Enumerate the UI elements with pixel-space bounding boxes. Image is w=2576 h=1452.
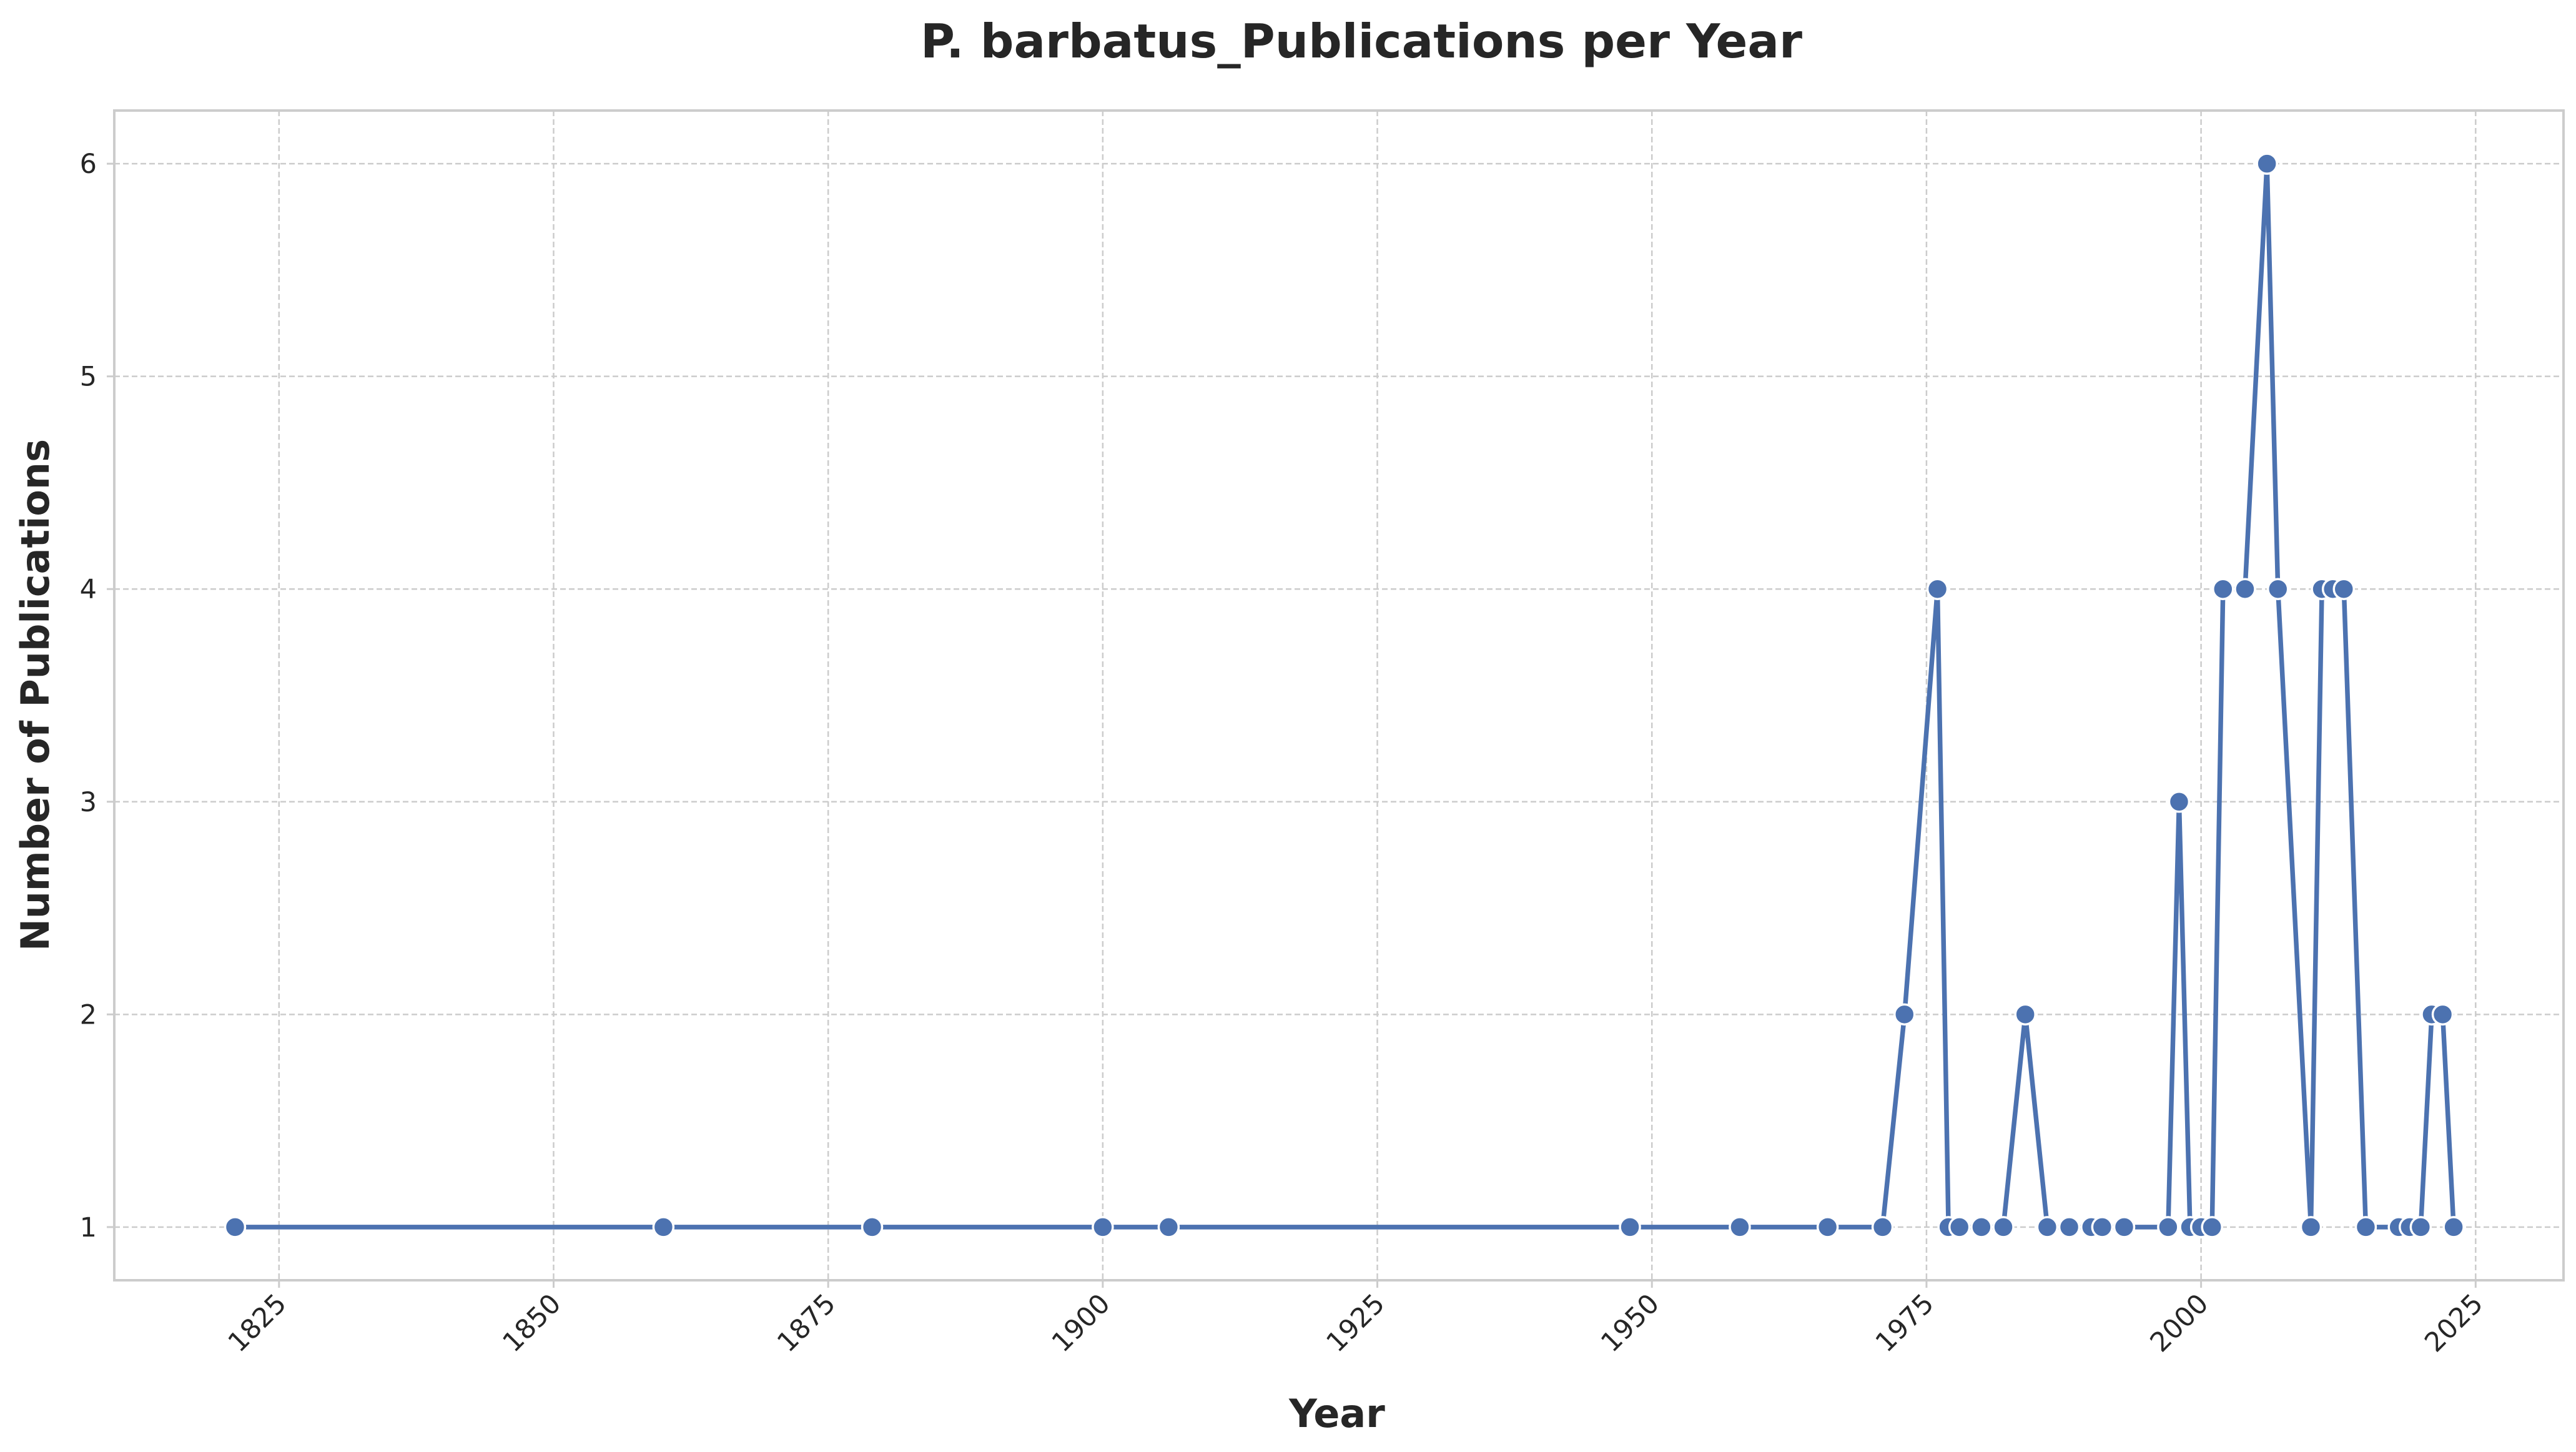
data-point [1816,1216,1839,1238]
data-point [1619,1216,1641,1238]
y-tick-label: 2 [80,999,97,1030]
x-tick-label: 1925 [1321,1288,1391,1358]
data-point [652,1216,675,1238]
data-point [2168,791,2191,813]
data-point [1970,1216,1993,1238]
data-point [2409,1216,2432,1238]
data-point [2354,1216,2377,1238]
data-point [2299,1216,2322,1238]
data-point [861,1216,884,1238]
x-tick-label: 1975 [1870,1288,1940,1358]
data-point [1092,1216,1114,1238]
data-point [2014,1003,2036,1026]
data-point [2091,1216,2114,1238]
x-axis-label: Year [1288,1391,1385,1436]
y-axis-label: Number of Publications [12,439,58,951]
x-tick-label: 1875 [771,1288,842,1358]
data-point [2058,1216,2081,1238]
data-point [2431,1003,2454,1026]
data-point [1893,1003,1916,1026]
y-tick-label: 1 [80,1212,97,1243]
data-point [2157,1216,2179,1238]
series-line [232,161,2456,1230]
data-point [2212,578,2234,600]
plot-area [224,152,2465,1238]
y-tick-label: 3 [80,787,97,818]
y-tick-label: 5 [80,362,97,393]
data-point [2201,1216,2223,1238]
data-point [2332,578,2356,600]
data-point [2442,1216,2465,1238]
x-tick-label: 1900 [1046,1288,1117,1358]
data-point [1157,1216,1180,1238]
data-point [2234,578,2256,600]
x-tick-label: 1950 [1595,1288,1666,1358]
data-point [1871,1216,1894,1238]
y-tick-label: 4 [80,574,97,605]
data-point [2036,1216,2059,1238]
data-point [1948,1216,1971,1238]
data-point [2256,152,2278,175]
data-point [1926,578,1949,600]
grid [114,111,2564,1280]
plot-frame [113,109,2565,1282]
axis-ticks: 1825 1850 1875 1900 1925 1950 1975 2000 2025 1 2 3 4… [80,149,2489,1358]
data-point [1992,1216,2015,1238]
data-point [1729,1216,1751,1238]
x-tick-label: 1825 [222,1288,293,1358]
x-tick-label: 1850 [497,1288,568,1358]
y-tick-label: 6 [80,149,97,180]
x-tick-label: 2000 [2144,1288,2215,1358]
data-point [224,1216,247,1238]
data-point [2266,578,2289,600]
data-point [2113,1216,2136,1238]
x-tick-label: 2025 [2419,1288,2489,1358]
chart-title: P. barbatus_Publications per Year [920,14,1802,69]
